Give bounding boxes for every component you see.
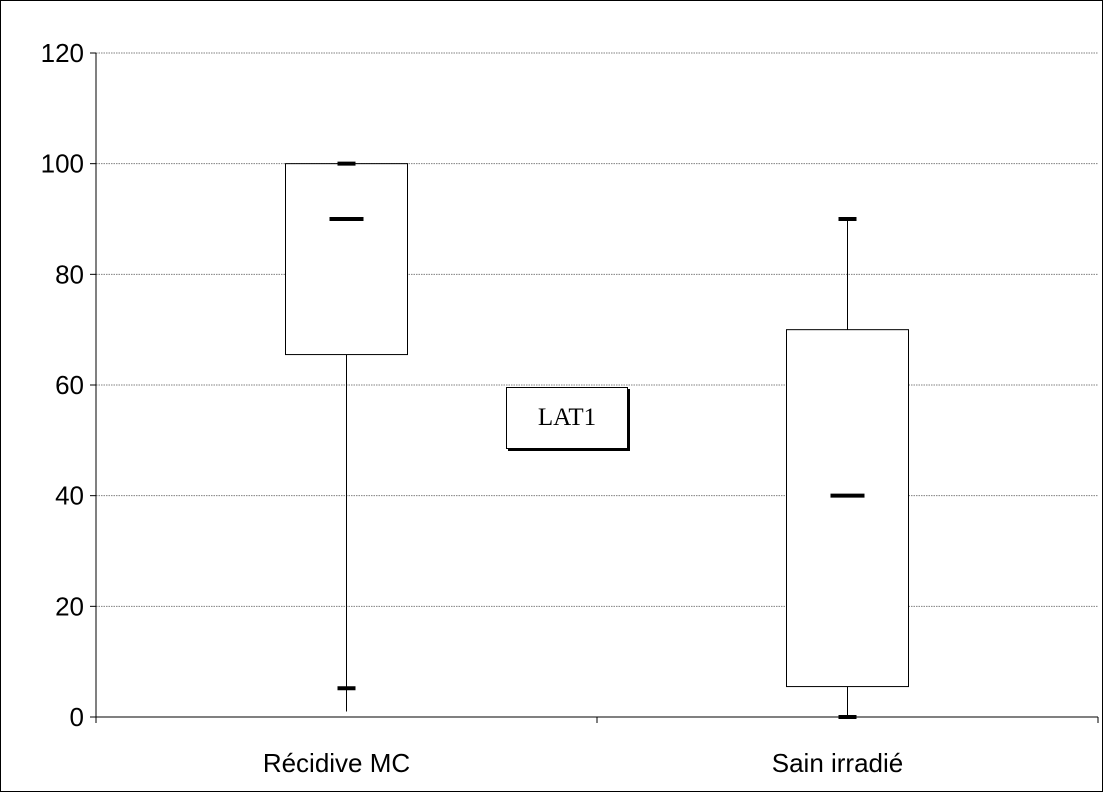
- annotation-label: LAT1: [506, 387, 628, 449]
- box: [786, 329, 909, 688]
- y-tick-label: 120: [41, 38, 84, 68]
- y-tick-label: 80: [55, 259, 84, 289]
- category-label: Récidive MC: [263, 748, 410, 778]
- y-tick-label: 0: [70, 702, 84, 732]
- y-tick-label: 20: [55, 591, 84, 621]
- y-tick-label: 40: [55, 481, 84, 511]
- y-tick-label: 60: [55, 370, 84, 400]
- y-tick-label: 100: [41, 149, 84, 179]
- category-label: Sain irradié: [772, 748, 904, 778]
- box: [285, 163, 408, 356]
